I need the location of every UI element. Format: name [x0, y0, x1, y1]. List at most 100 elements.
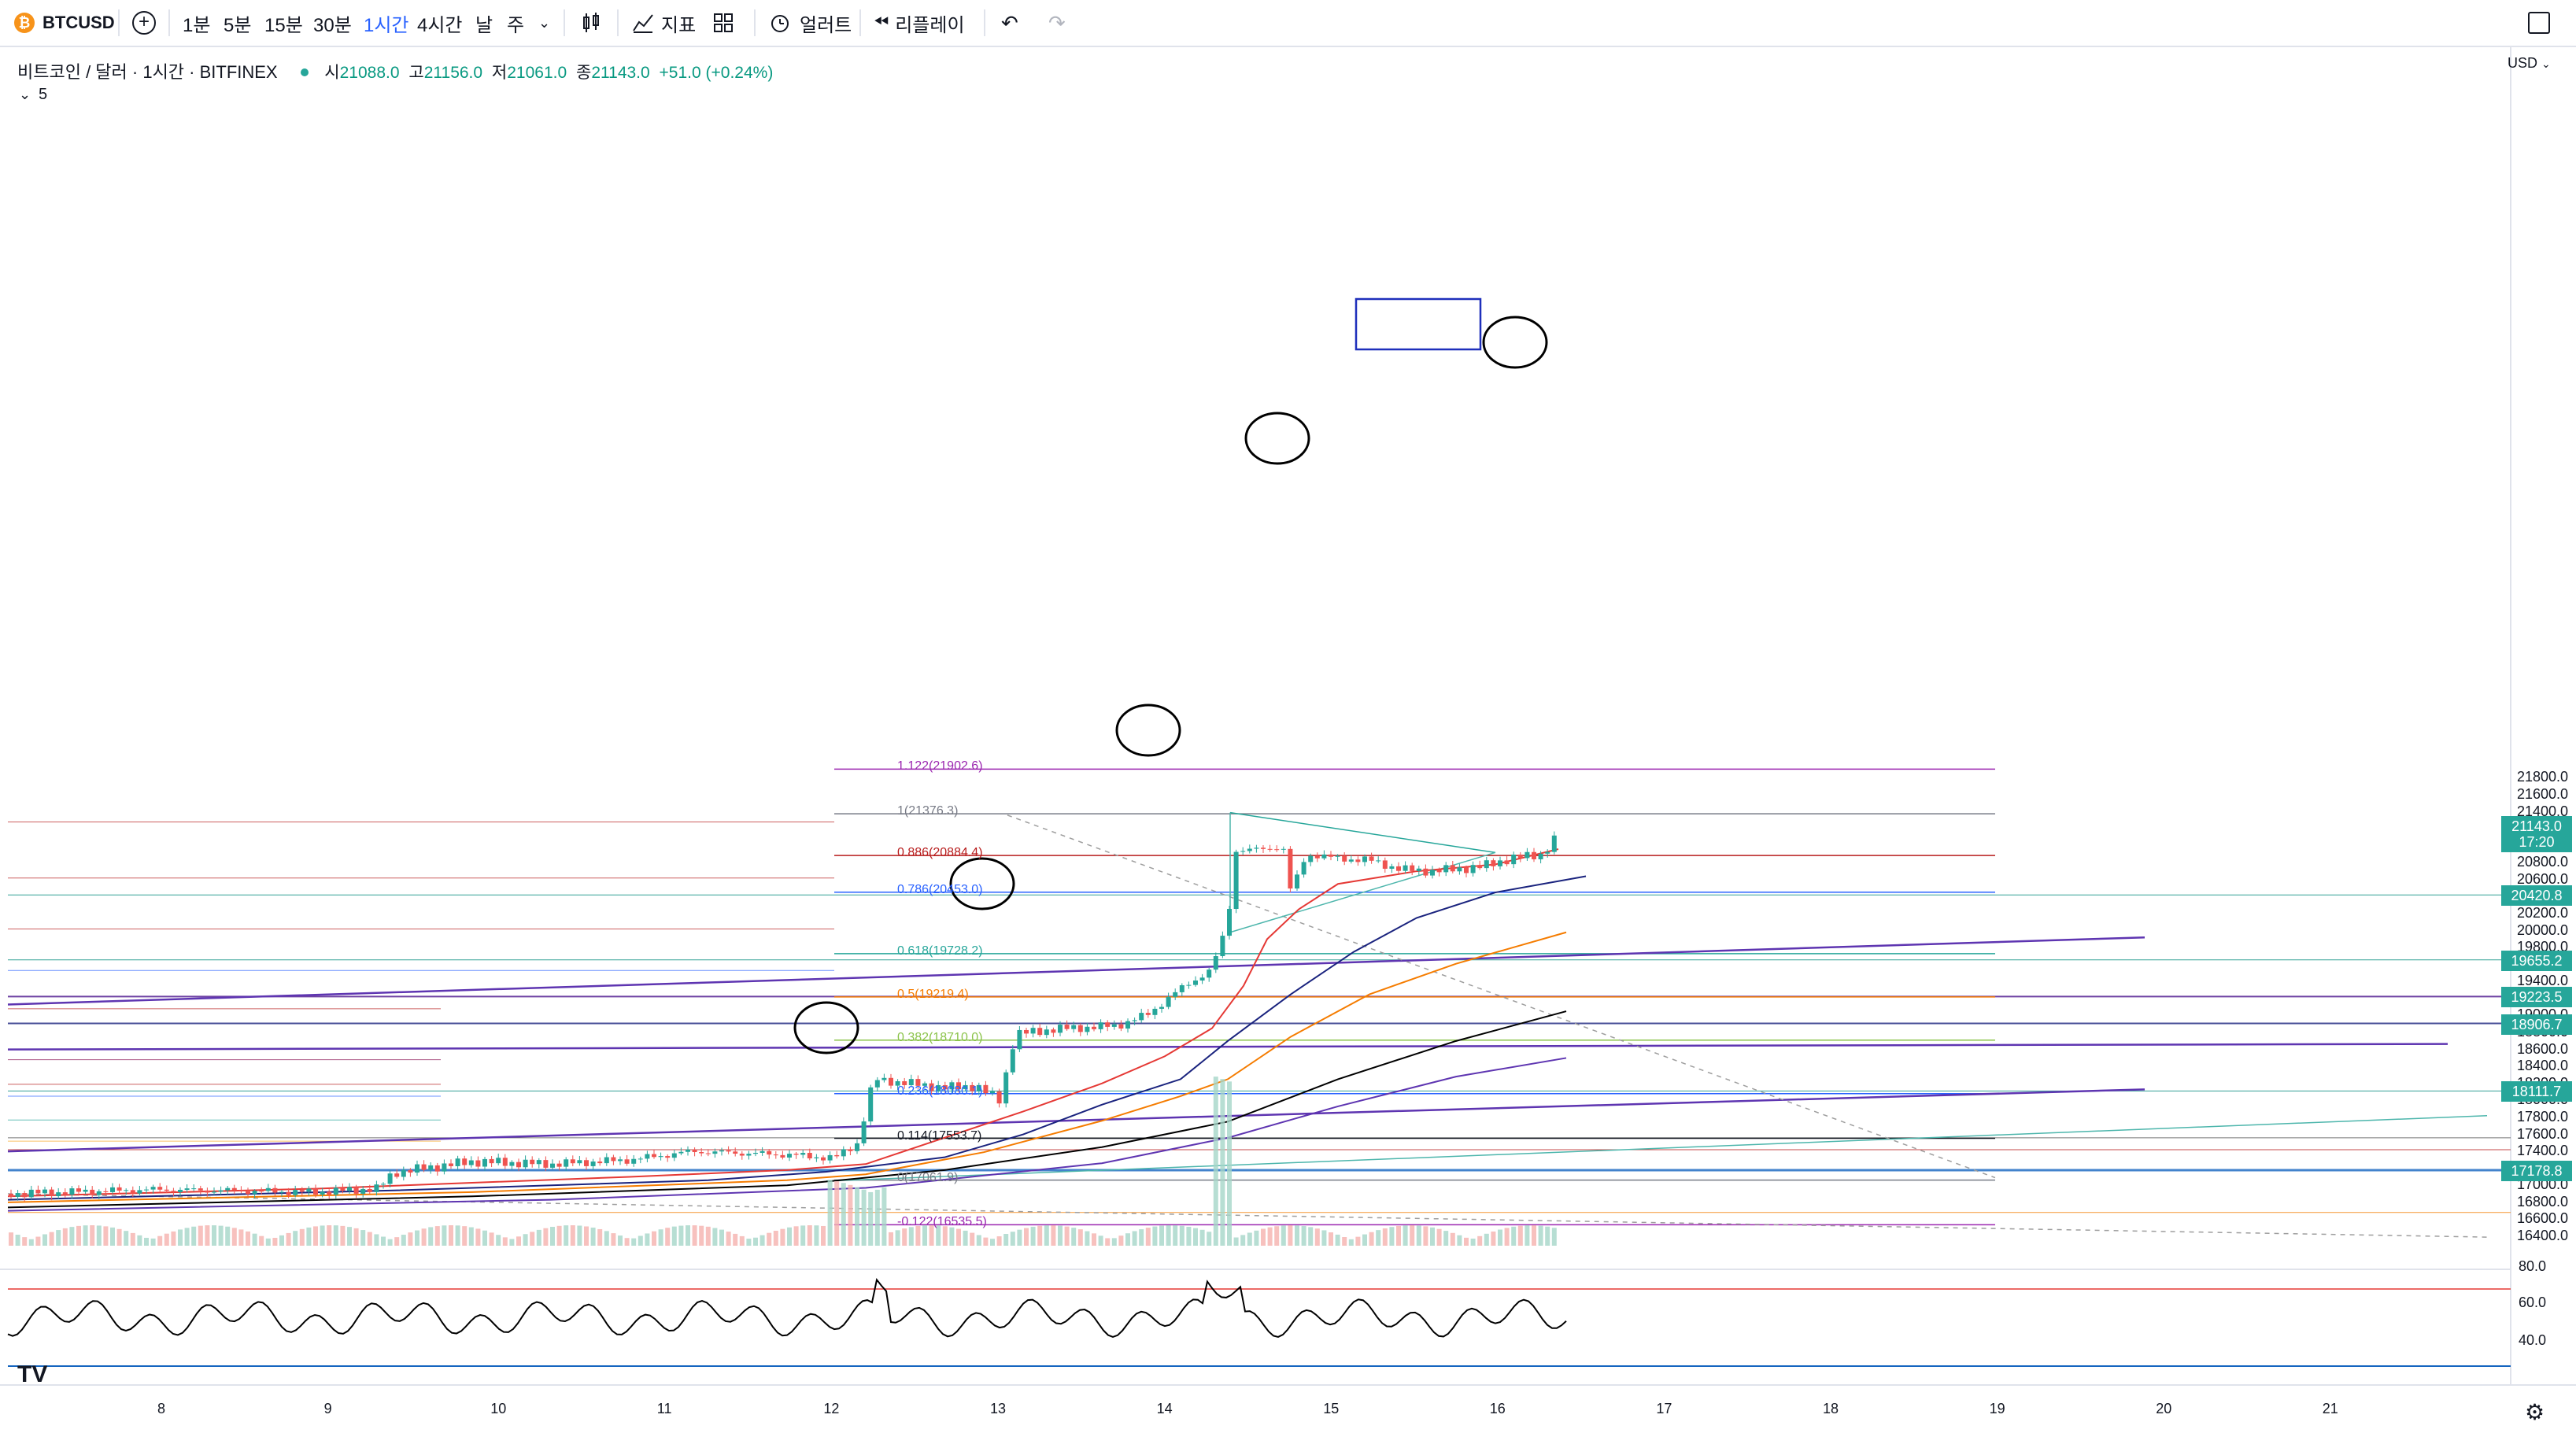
interval-label: 1분	[183, 14, 211, 36]
volume-bar	[1430, 1227, 1435, 1246]
countdown-value: 17:20	[2519, 834, 2555, 851]
candle-down	[489, 1158, 494, 1164]
replay-label: 리플레이	[895, 14, 965, 36]
volume-bar	[645, 1233, 650, 1246]
price-tag: 17178.8	[2501, 1160, 2572, 1181]
volume-bar	[705, 1226, 711, 1246]
symbol-selector[interactable]: ₿ BTCUSD	[14, 0, 115, 46]
volume-bar	[1010, 1232, 1015, 1246]
volume-bar	[428, 1227, 434, 1246]
rsi-tick: 60.0	[2519, 1295, 2547, 1310]
volume-bar	[1051, 1225, 1056, 1246]
interval-4h[interactable]: 4시간	[417, 0, 463, 46]
layout-button[interactable]	[711, 0, 735, 46]
redo-button[interactable]: ↷	[1048, 0, 1066, 46]
indicators-button[interactable]: 지표	[631, 0, 696, 46]
currency-label[interactable]: USD ⌄	[2508, 55, 2551, 72]
interval-day[interactable]: 날	[475, 0, 493, 46]
chart-area[interactable]: 비트코인 / 달러 · 1시간 · BITFINEX 시21088.0 고211…	[0, 47, 2576, 1433]
candle-down	[956, 1082, 961, 1090]
chart-type-button[interactable]	[579, 0, 603, 46]
interval-30m[interactable]: 30분	[313, 0, 352, 46]
volume-bar	[584, 1226, 589, 1246]
volume-bar	[1416, 1225, 1421, 1246]
candle-up	[1227, 909, 1232, 936]
volume-bar	[246, 1231, 250, 1246]
price-tick: 21800.0	[2517, 769, 2569, 785]
top-toolbar: ₿ BTCUSD + 1분 5분 15분 30분 1시간 4시간 날 주 ⌄ 지…	[0, 0, 2576, 47]
volume-bar	[449, 1225, 453, 1246]
indicators-toggle[interactable]: ⌄ 5	[19, 85, 47, 104]
volume-bar	[1213, 1077, 1218, 1246]
volume-bar	[516, 1236, 521, 1246]
symbol-label: BTCUSD	[43, 13, 115, 32]
volume-bar	[1545, 1226, 1550, 1246]
volume-bar	[293, 1231, 298, 1246]
interval-15m[interactable]: 15분	[264, 0, 303, 46]
fullscreen-button[interactable]	[2528, 0, 2550, 46]
volume-bar	[686, 1225, 690, 1246]
chevron-down-icon: ⌄	[2541, 57, 2551, 70]
candle-up	[265, 1187, 271, 1191]
bitcoin-icon: ₿	[14, 13, 35, 33]
compare-add-button[interactable]: +	[132, 0, 156, 46]
volume-bar	[753, 1237, 758, 1246]
fib-level-label: -0.122(16535.5)	[897, 1215, 987, 1229]
fib-level-label: 0.5(19219.4)	[897, 987, 969, 1001]
volume-bar	[1410, 1225, 1415, 1246]
date-tick: 11	[656, 1401, 672, 1416]
volume-bar	[1457, 1235, 1462, 1246]
volume-bar	[1098, 1235, 1103, 1246]
candle-down	[103, 1191, 109, 1192]
candle-up	[523, 1159, 528, 1168]
candle-up	[827, 1154, 833, 1161]
interval-week[interactable]: 주	[507, 0, 524, 46]
undo-button[interactable]: ↶	[1001, 0, 1018, 46]
volume-bar	[279, 1235, 284, 1246]
candle-up	[1538, 853, 1543, 859]
volume-bar	[611, 1233, 616, 1246]
candle-up	[686, 1149, 690, 1152]
volume-bar	[929, 1225, 934, 1246]
interval-1m[interactable]: 1분	[183, 0, 210, 46]
volume-bar	[1152, 1226, 1158, 1246]
volume-bar	[976, 1235, 981, 1246]
volume-bar	[178, 1229, 183, 1246]
volume-bar	[1139, 1229, 1144, 1246]
candle-up	[191, 1188, 197, 1190]
candle-down	[164, 1189, 169, 1191]
settings-button[interactable]: ⚙	[2525, 1399, 2545, 1425]
candle-up	[442, 1163, 447, 1172]
candle-down	[286, 1191, 291, 1195]
volume-bar	[861, 1189, 867, 1246]
candle-up	[1362, 856, 1367, 862]
candle-up	[1003, 1072, 1009, 1104]
interval-5m[interactable]: 5분	[224, 0, 251, 46]
interval-1h[interactable]: 1시간	[364, 0, 409, 46]
price-chart[interactable]	[0, 47, 2576, 1433]
fib-level-label: 0.886(20884.4)	[897, 846, 983, 860]
volume-bar	[1491, 1231, 1496, 1246]
alert-button[interactable]: 얼러트	[768, 0, 852, 46]
volume-bar	[1030, 1226, 1036, 1246]
price-tag-value: 17178.8	[2511, 1162, 2563, 1179]
volume-bar	[1301, 1226, 1306, 1246]
indicators-count: 5	[38, 86, 48, 103]
volume-bar	[1145, 1228, 1151, 1246]
volume-bar	[1207, 1232, 1212, 1246]
volume-bar	[1329, 1232, 1333, 1246]
volume-bar	[1071, 1228, 1077, 1246]
candle-up	[550, 1163, 555, 1168]
candle-down	[1064, 1025, 1070, 1029]
volume-bar	[252, 1233, 257, 1246]
interval-dropdown[interactable]: ⌄	[538, 0, 550, 46]
volume-bar	[767, 1232, 772, 1246]
volume-bar	[834, 1181, 840, 1246]
tradingview-logo[interactable]: TV	[17, 1361, 47, 1388]
candle-up	[1199, 977, 1205, 981]
replay-button[interactable]: ⏪︎ 리플레이	[874, 0, 965, 46]
volume-bar	[157, 1235, 163, 1246]
volume-bar	[712, 1228, 718, 1246]
price-tag: 21143.0 17:20	[2501, 816, 2572, 853]
candle-down	[171, 1191, 176, 1192]
